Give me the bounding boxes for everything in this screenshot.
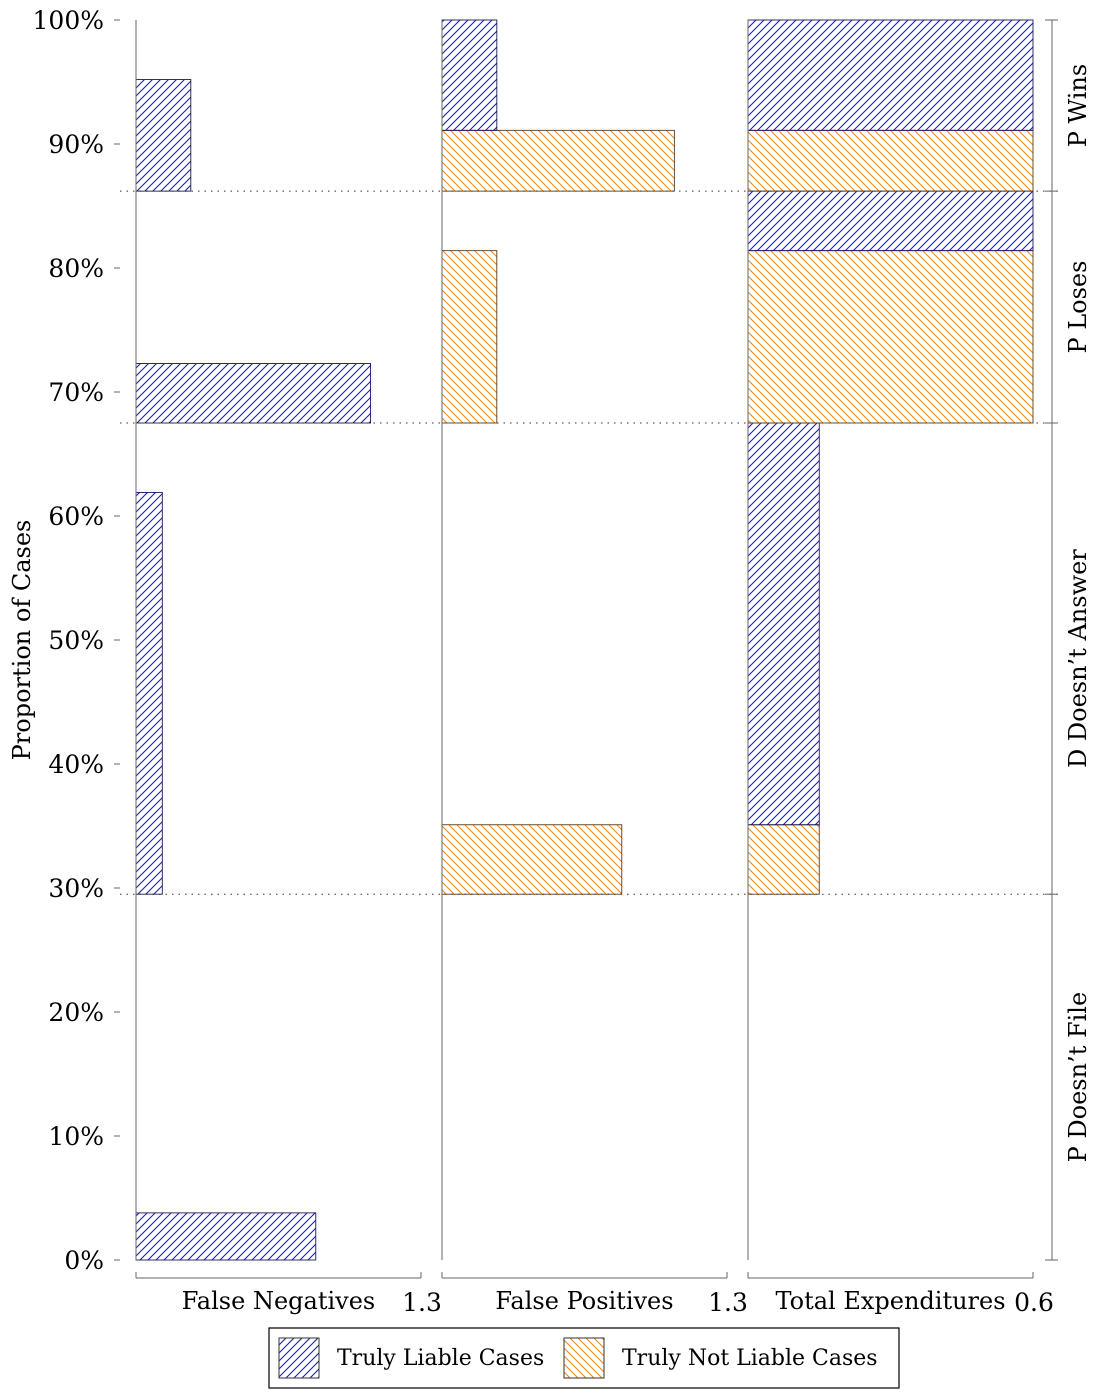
panel-label: Total Expenditures	[775, 1287, 1005, 1315]
y-tick-label: 20%	[48, 998, 104, 1027]
legend-swatch-not_liable	[563, 1337, 605, 1379]
legend-label: Truly Not Liable Cases	[622, 1346, 878, 1371]
y-tick-label: 60%	[48, 502, 104, 531]
bar-liable	[135, 363, 372, 424]
legend-label: Truly Liable Cases	[337, 1346, 544, 1371]
bar-liable	[747, 422, 820, 826]
bar-not_liable	[747, 129, 1034, 192]
x-max-label: 1.3	[708, 1288, 748, 1317]
y-tick-label: 10%	[48, 1122, 104, 1151]
bar-liable	[135, 491, 163, 895]
region-label: P Doesn’t File	[1064, 992, 1092, 1163]
panel-label: False Positives	[495, 1287, 673, 1315]
y-tick-label: 30%	[48, 874, 104, 903]
y-tick-label: 70%	[48, 378, 104, 407]
bar-liable	[747, 190, 1034, 252]
legend-swatch-liable	[278, 1337, 320, 1379]
bar-liable	[747, 19, 1034, 131]
bar-liable	[441, 19, 498, 131]
y-tick-label: 100%	[33, 6, 104, 35]
y-tick-label: 50%	[48, 626, 104, 655]
bar-not_liable	[747, 250, 1034, 424]
panel-label: False Negatives	[182, 1287, 375, 1315]
x-max-label: 0.6	[1014, 1288, 1054, 1317]
y-tick-label: 80%	[48, 254, 104, 283]
region-label: P Wins	[1064, 64, 1092, 147]
bar-not_liable	[441, 824, 623, 895]
bar-not_liable	[747, 824, 820, 895]
bar-not_liable	[441, 250, 498, 424]
region-label: D Doesn’t Answer	[1064, 549, 1092, 768]
bar-liable	[135, 79, 192, 192]
region-label: P Loses	[1064, 261, 1092, 354]
y-tick-label: 40%	[48, 750, 104, 779]
y-tick-label: 0%	[64, 1246, 104, 1275]
y-tick-label: 90%	[48, 130, 104, 159]
bar-not_liable	[441, 129, 675, 192]
bar-liable	[135, 1212, 317, 1261]
y-axis-title: Proportion of Cases	[8, 520, 36, 761]
x-max-label: 1.3	[402, 1288, 442, 1317]
